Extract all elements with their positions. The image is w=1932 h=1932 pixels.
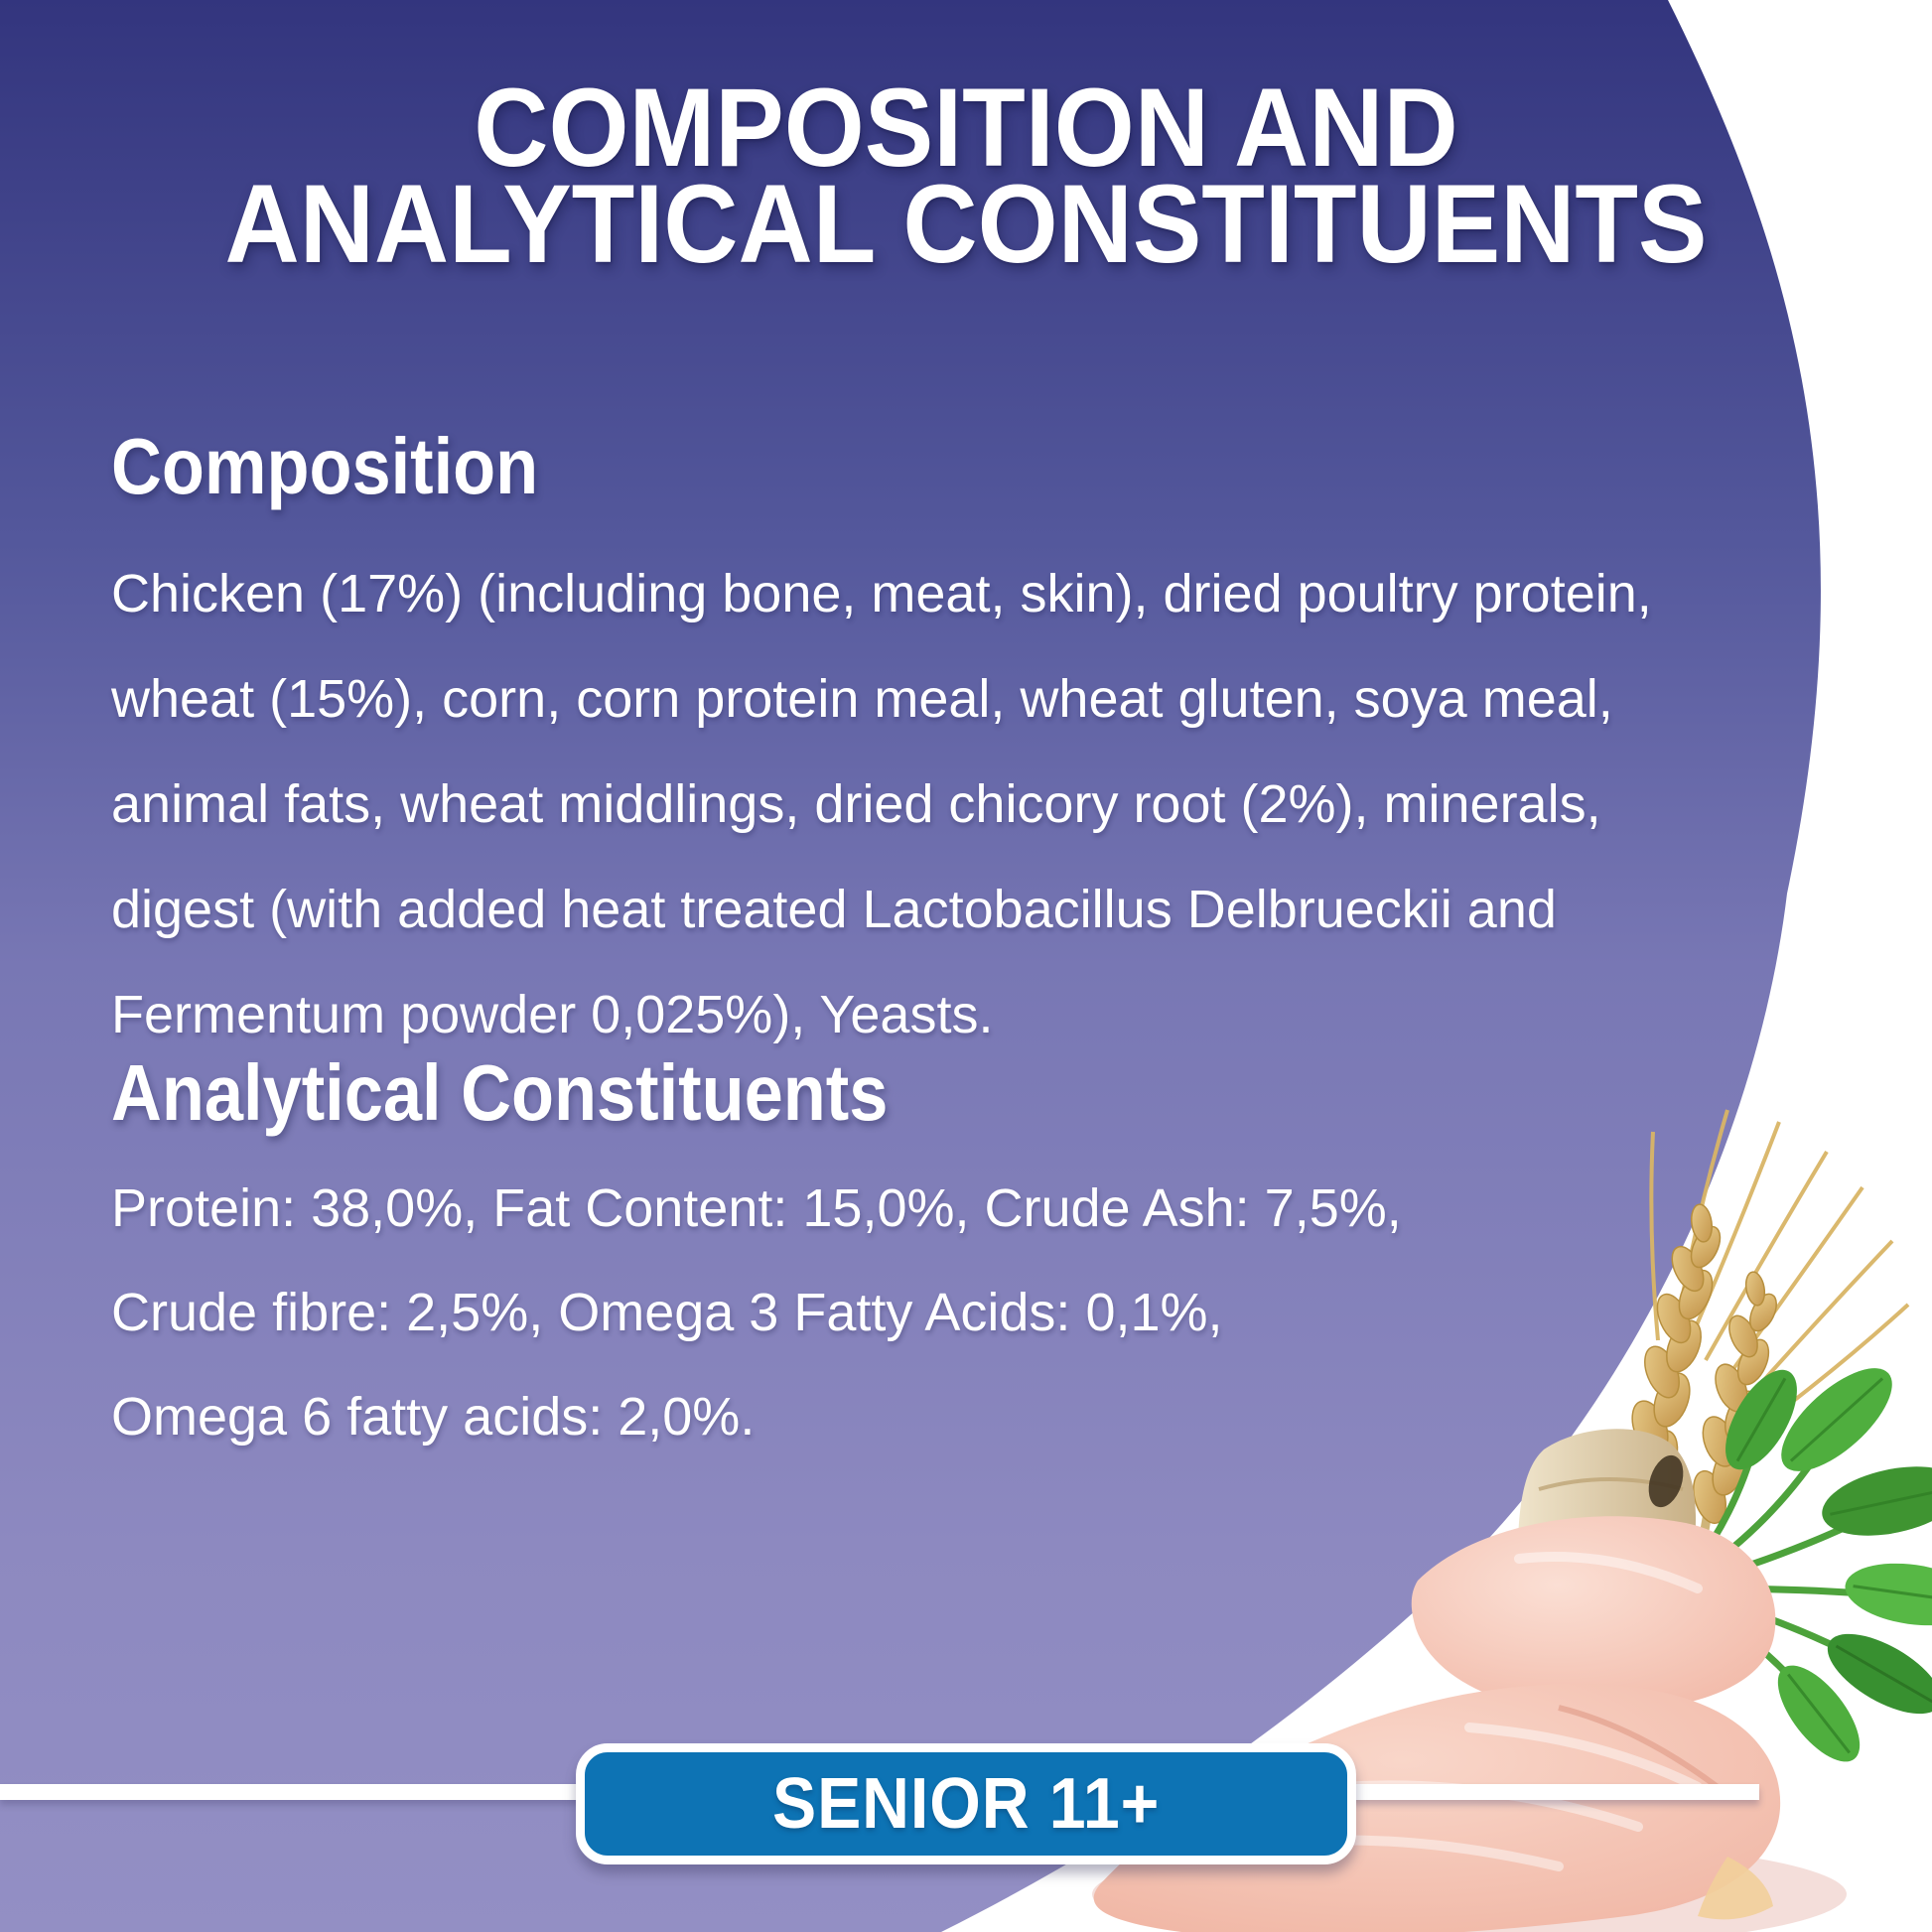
age-badge: SENIOR 11+ — [576, 1743, 1356, 1864]
age-badge-label: SENIOR 11+ — [771, 1764, 1161, 1844]
analytical-constituents-heading: Analytical Constituents — [111, 1048, 889, 1137]
chicken-meat-image — [1092, 1516, 1847, 1932]
page-title: COMPOSITION AND ANALYTICAL CONSTITUENTS — [224, 66, 1708, 286]
composition-heading: Composition — [111, 422, 539, 510]
analytical-constituents-body-text: Protein: 38,0%, Fat Content: 15,0%, Crud… — [111, 1178, 1402, 1447]
composition-body-text: Chicken (17%) (including bone, meat, ski… — [111, 564, 1652, 1044]
